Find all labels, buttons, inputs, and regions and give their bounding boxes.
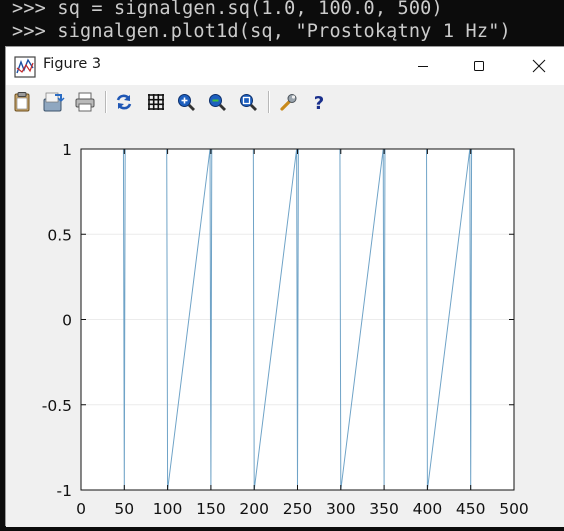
minimize-icon — [418, 66, 428, 67]
close-button[interactable] — [516, 47, 562, 85]
toolbar: ? — [6, 85, 564, 119]
y-tick-label: 0 — [62, 312, 72, 330]
print-button[interactable] — [73, 90, 97, 114]
refresh-button[interactable] — [112, 90, 136, 114]
zoom-in-icon — [178, 94, 195, 111]
x-tick-label: 350 — [369, 500, 399, 518]
zoom-out-icon — [209, 94, 226, 111]
y-tick-label: 0.5 — [47, 226, 72, 244]
y-tick-label: 1 — [62, 141, 72, 159]
title-bar[interactable]: Figure 3 — [6, 47, 564, 85]
x-tick-label: 50 — [114, 500, 134, 518]
close-icon — [532, 59, 546, 73]
zoom-in-button[interactable] — [174, 90, 198, 114]
grid-toggle-button[interactable] — [144, 90, 168, 114]
x-tick-label: 300 — [326, 500, 356, 518]
help-icon: ? — [314, 93, 324, 112]
save-icon — [43, 92, 65, 112]
toolbar-separator — [105, 91, 107, 113]
x-tick-label: 450 — [456, 500, 486, 518]
plot-area: 0 50 100 150 200 250 300 350 400 450 500 -1 -0.5 0 0.5… — [6, 119, 564, 527]
window-title: Figure 3 — [43, 56, 102, 72]
x-tick-label: 0 — [76, 500, 86, 518]
grid-icon — [148, 94, 164, 110]
console-line-1: >>> sq = signalgen.sq(1.0, 100.0, 500) — [12, 0, 443, 19]
chart-svg: 0 50 100 150 200 250 300 350 400 450 500 -1 -0.5 0 0.5… — [42, 141, 529, 518]
zoom-fit-button[interactable] — [236, 90, 260, 114]
zoom-out-button[interactable] — [205, 90, 229, 114]
settings-wrench-icon — [280, 94, 297, 111]
settings-button[interactable] — [276, 90, 300, 114]
x-tick-label: 250 — [283, 500, 313, 518]
toolbar-separator — [268, 91, 270, 113]
copy-clipboard-button[interactable] — [10, 90, 34, 114]
help-button[interactable]: ? — [307, 90, 331, 114]
x-tick-label: 150 — [196, 500, 226, 518]
console-line-2: >>> signalgen.plot1d(sq, "Prostokątny 1 … — [12, 21, 511, 42]
x-tick-label: 100 — [153, 500, 183, 518]
minimize-button[interactable] — [400, 47, 446, 85]
print-icon — [75, 92, 95, 112]
maximize-icon — [474, 61, 484, 71]
save-button[interactable] — [41, 90, 65, 114]
zoom-fit-icon — [240, 94, 257, 111]
y-tick-label: -0.5 — [42, 397, 72, 415]
svg-text:?: ? — [314, 93, 324, 112]
figure-window: Figure 3 — [5, 46, 564, 527]
refresh-icon — [116, 94, 132, 110]
clipboard-copy-icon — [14, 92, 30, 112]
figure-app-icon — [14, 56, 36, 78]
x-tick-label: 500 — [499, 500, 529, 518]
y-tick-label: -1 — [57, 482, 72, 500]
x-tick-label: 200 — [239, 500, 269, 518]
maximize-button[interactable] — [456, 47, 502, 85]
x-tick-label: 400 — [413, 500, 443, 518]
python-console: >>> sq = signalgen.sq(1.0, 100.0, 500) >… — [0, 0, 564, 48]
